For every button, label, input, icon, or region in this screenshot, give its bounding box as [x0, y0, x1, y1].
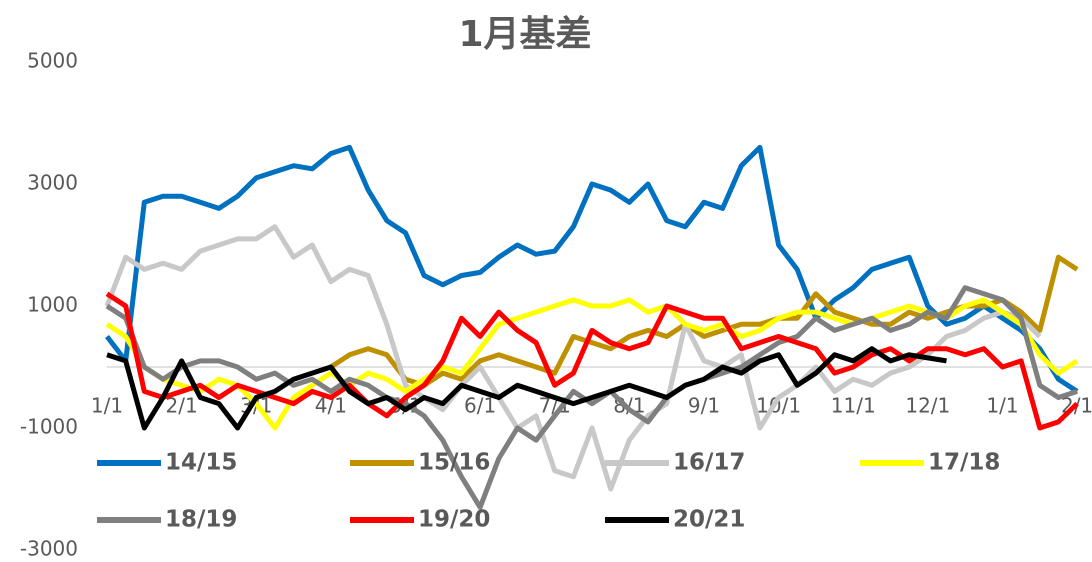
y-tick-label: 1000	[27, 293, 78, 317]
legend-label: 20/21	[673, 507, 745, 533]
series-line	[106, 346, 947, 431]
series-line	[104, 224, 1042, 492]
legend-label: 14/15	[165, 450, 237, 476]
x-tick-label: 1/1	[986, 394, 1018, 418]
legend-label: 16/17	[673, 450, 745, 476]
y-tick-label: -3000	[20, 537, 78, 561]
series-line	[105, 285, 1078, 510]
legend-label: 15/16	[418, 450, 490, 476]
legend-label: 18/19	[165, 507, 237, 533]
series-line	[105, 144, 1079, 394]
x-tick-label: 9/1	[688, 394, 720, 418]
x-tick-label: 11/1	[831, 394, 876, 418]
y-tick-label: 5000	[27, 49, 78, 73]
chart-title: 1月基差	[458, 14, 591, 55]
y-tick-label: 3000	[27, 171, 78, 195]
x-tick-label: 12/1	[905, 394, 950, 418]
legend-label: 19/20	[418, 507, 490, 533]
y-tick-label: -1000	[20, 415, 78, 439]
series-line	[105, 297, 1079, 431]
x-tick-label: 1/1	[91, 394, 123, 418]
legend-label: 17/18	[928, 450, 1000, 476]
